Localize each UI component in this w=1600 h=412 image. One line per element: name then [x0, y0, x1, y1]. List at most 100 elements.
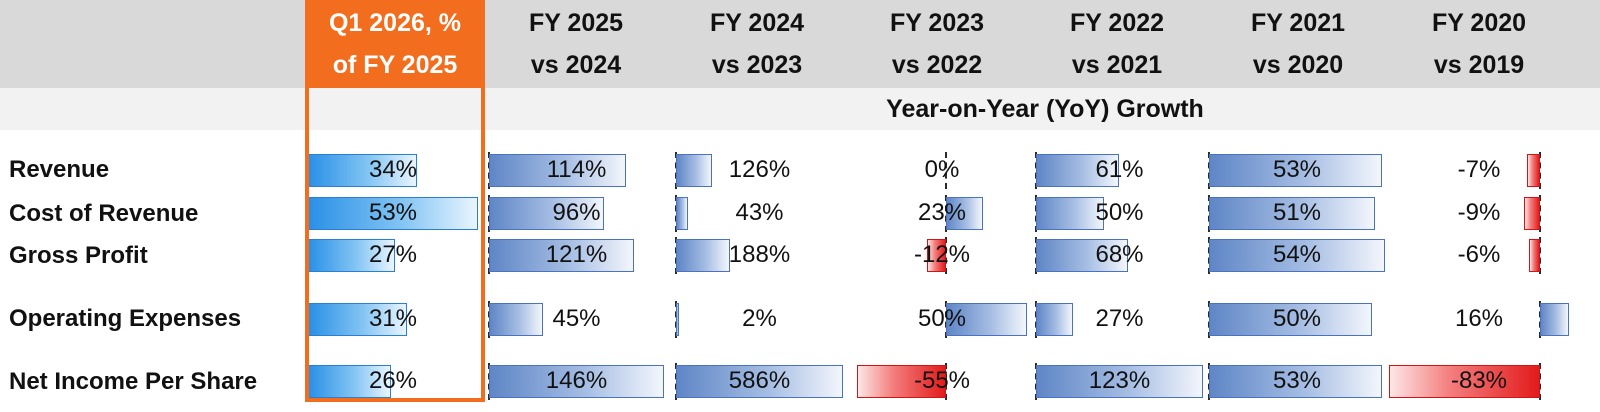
bar-fy2023-net-income-per-share	[857, 364, 947, 398]
bar-fy2022-net-income-per-share	[1036, 364, 1203, 398]
column-header-line1: FY 2020	[1431, 9, 1527, 37]
chart-subtitle: Year-on-Year (YoY) Growth	[886, 94, 1204, 123]
column-header-line1: FY 2021	[1250, 9, 1346, 37]
bar-fy2025-revenue	[489, 153, 626, 187]
bar-fy2025-cost-of-revenue	[489, 196, 605, 230]
value-label-fy2024-cost-of-revenue: 43%	[735, 199, 784, 226]
value-label-fy2022-gross-profit: 68%	[1095, 241, 1144, 268]
bar-fy2021-revenue	[1209, 153, 1382, 187]
bar-q1-2026-revenue	[308, 153, 418, 187]
value-label-fy2023-gross-profit: -12%	[913, 241, 971, 268]
column-header-q1-2026: Q1 2026, % of FY 2025	[305, 0, 485, 88]
value-label-fy2022-cost-of-revenue: 50%	[1095, 199, 1144, 226]
value-label-fy2025-operating-expenses: 45%	[552, 305, 601, 332]
value-label-fy2020-net-income-per-share: -83%	[1450, 367, 1508, 394]
value-label-fy2020-revenue: -7%	[1457, 156, 1501, 183]
value-label-fy2020-operating-expenses: 16%	[1454, 305, 1504, 332]
bar-fy2023-gross-profit	[926, 238, 947, 272]
value-label-fy2021-cost-of-revenue: 51%	[1272, 199, 1322, 226]
column-header-fy2023: FY 2023 vs 2022	[847, 0, 1027, 88]
subheader-band	[0, 88, 1600, 130]
bar-fy2023-cost-of-revenue	[946, 196, 984, 230]
bar-fy2020-operating-expenses	[1539, 302, 1569, 336]
column-header-line2: vs 2021	[1071, 51, 1163, 79]
bar-fy2022-cost-of-revenue	[1036, 196, 1104, 230]
value-label-q1-2026-net-income-per-share: 26%	[368, 367, 418, 394]
bar-fy2021-gross-profit	[1209, 238, 1385, 272]
column-header-fy2022: FY 2022 vs 2021	[1027, 0, 1207, 88]
value-label-fy2021-operating-expenses: 50%	[1272, 305, 1322, 332]
value-label-fy2025-gross-profit: 121%	[545, 241, 608, 268]
row-label-gross-profit: Gross Profit	[9, 242, 148, 269]
column-header-line2: vs 2024	[530, 51, 622, 79]
column-header-line1: FY 2025	[528, 9, 624, 37]
value-label-fy2023-operating-expenses: 50%	[917, 305, 967, 332]
value-label-q1-2026-revenue: 34%	[368, 156, 418, 183]
value-label-q1-2026-operating-expenses: 31%	[368, 305, 418, 332]
row-label-cost-of-revenue: Cost of Revenue	[9, 200, 199, 227]
bar-q1-2026-net-income-per-share	[308, 364, 392, 398]
column-header-fy2025: FY 2025 vs 2024	[485, 0, 667, 88]
value-label-fy2024-net-income-per-share: 586%	[728, 367, 791, 394]
bar-fy2022-operating-expenses	[1036, 302, 1073, 336]
column-header-line1: FY 2023	[889, 9, 985, 37]
zero-axis-fy2020-net-income-per-share	[1538, 362, 1541, 400]
value-label-fy2025-net-income-per-share: 146%	[545, 367, 608, 394]
bar-fy2020-cost-of-revenue	[1523, 196, 1540, 230]
value-label-fy2024-operating-expenses: 2%	[742, 305, 777, 332]
bar-fy2024-net-income-per-share	[676, 364, 843, 398]
zero-axis-fy2023-revenue	[945, 151, 948, 189]
column-header-fy2020: FY 2020 vs 2019	[1389, 0, 1569, 88]
zero-axis-fy2020-cost-of-revenue	[1538, 194, 1541, 232]
column-header-line1: Q1 2026, %	[328, 9, 462, 37]
value-label-fy2021-revenue: 53%	[1272, 156, 1322, 183]
column-header-line2: vs 2023	[711, 51, 803, 79]
value-label-fy2022-operating-expenses: 27%	[1095, 305, 1144, 332]
bar-q1-2026-gross-profit	[308, 238, 395, 272]
bar-fy2025-operating-expenses	[489, 302, 543, 336]
bar-fy2024-operating-expenses	[676, 302, 679, 336]
bar-fy2020-net-income-per-share	[1389, 364, 1540, 398]
zero-axis-fy2020-revenue	[1538, 151, 1541, 189]
bar-fy2024-revenue	[676, 153, 712, 187]
value-label-q1-2026-cost-of-revenue: 53%	[368, 199, 418, 226]
bar-fy2024-gross-profit	[676, 238, 730, 272]
value-label-fy2023-cost-of-revenue: 23%	[917, 199, 967, 226]
value-label-fy2021-gross-profit: 54%	[1272, 241, 1322, 268]
value-label-q1-2026-gross-profit: 27%	[368, 241, 418, 268]
value-label-fy2024-gross-profit: 188%	[728, 241, 791, 268]
bar-fy2021-net-income-per-share	[1209, 364, 1382, 398]
row-label-operating-expenses: Operating Expenses	[9, 305, 242, 332]
value-label-fy2021-net-income-per-share: 53%	[1272, 367, 1322, 394]
bar-fy2023-operating-expenses	[946, 302, 1027, 336]
value-label-fy2025-revenue: 114%	[546, 156, 607, 183]
bar-fy2025-net-income-per-share	[489, 364, 664, 398]
bar-fy2022-gross-profit	[1036, 238, 1129, 272]
zero-axis-fy2020-gross-profit	[1538, 236, 1541, 274]
value-label-fy2020-cost-of-revenue: -9%	[1457, 199, 1501, 226]
value-label-fy2023-net-income-per-share: -55%	[913, 367, 971, 394]
row-label-net-income-per-share: Net Income Per Share	[9, 368, 258, 395]
value-label-fy2022-revenue: 61%	[1095, 156, 1144, 183]
column-header-line2: vs 2019	[1433, 51, 1525, 79]
value-label-fy2024-revenue: 126%	[728, 156, 791, 183]
value-label-fy2022-net-income-per-share: 123%	[1088, 367, 1151, 394]
bar-fy2024-cost-of-revenue	[676, 196, 689, 230]
zero-axis-fy2023-gross-profit	[945, 236, 948, 274]
bar-fy2025-gross-profit	[489, 238, 635, 272]
value-label-fy2025-cost-of-revenue: 96%	[552, 199, 601, 226]
bar-fy2021-cost-of-revenue	[1209, 196, 1376, 230]
column-header-fy2024: FY 2024 vs 2023	[667, 0, 847, 88]
bar-q1-2026-operating-expenses	[308, 302, 408, 336]
zero-axis-fy2023-net-income-per-share	[945, 362, 948, 400]
column-header-fy2021: FY 2021 vs 2020	[1207, 0, 1389, 88]
bar-fy2022-revenue	[1036, 153, 1119, 187]
bar-q1-2026-cost-of-revenue	[308, 196, 478, 230]
value-label-fy2023-revenue: 0%	[924, 156, 960, 183]
bar-fy2020-revenue	[1527, 153, 1540, 187]
value-label-fy2020-gross-profit: -6%	[1457, 241, 1501, 268]
row-label-revenue: Revenue	[9, 156, 110, 183]
column-header-line1: FY 2022	[1069, 9, 1165, 37]
column-header-line2: of FY 2025	[332, 51, 458, 79]
bar-fy2020-gross-profit	[1529, 238, 1540, 272]
